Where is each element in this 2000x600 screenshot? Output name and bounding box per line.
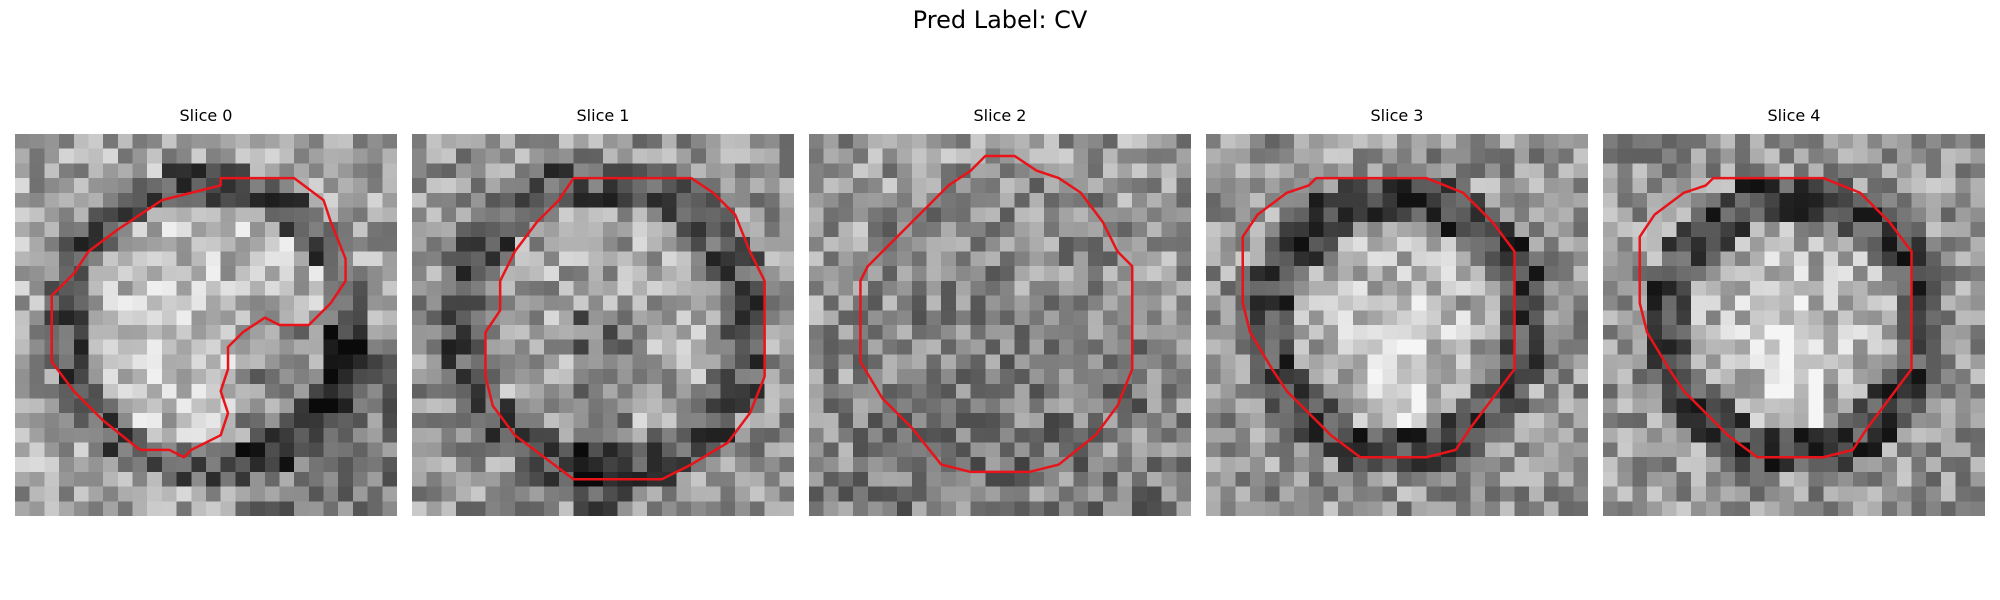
slice-title: Slice 4 [1767,106,1821,125]
slice-image-2 [809,134,1191,516]
slice-title: Slice 1 [576,106,630,125]
slice-image-0 [15,134,397,516]
figure-title: Pred Label: CV [912,6,1088,34]
segmentation-contour [1241,176,1516,459]
segmentation-contour [1638,176,1913,459]
slice-image-3 [1206,134,1588,516]
slice-title: Slice 3 [1370,106,1424,125]
slice-image-4 [1603,134,1985,516]
segmentation-contour [50,176,347,459]
slice-title: Slice 2 [973,106,1027,125]
slice-image-1 [412,134,794,516]
segmentation-contour [484,176,766,481]
slice-title: Slice 0 [179,106,233,125]
segmentation-contour [859,154,1134,474]
